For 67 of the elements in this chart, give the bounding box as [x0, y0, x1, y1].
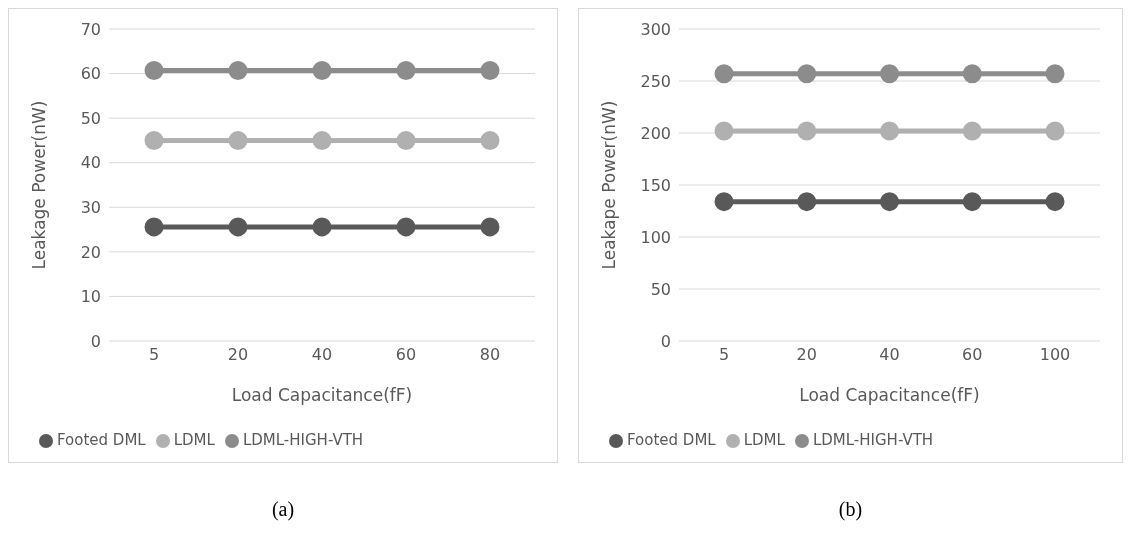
- point: [480, 60, 500, 80]
- legend-label: LDML: [173, 431, 215, 449]
- point: [714, 121, 734, 141]
- point: [144, 217, 164, 237]
- point: [1045, 64, 1065, 84]
- y-tick-label: 150: [640, 175, 671, 195]
- point: [880, 64, 899, 84]
- point: [714, 64, 734, 84]
- y-tick-label: 250: [640, 71, 671, 91]
- point: [312, 60, 332, 80]
- text: (a): [270, 498, 296, 521]
- y-tick-label: 200: [640, 123, 671, 143]
- point: [228, 130, 248, 150]
- x-tick-label: 20: [227, 345, 249, 365]
- point: [880, 121, 899, 141]
- y-tick-label: 50: [650, 279, 671, 299]
- x-tick-label: 80: [479, 345, 501, 365]
- y-tick-label: 20: [80, 242, 101, 262]
- y-tick-label: 0: [660, 331, 671, 351]
- x-tick-label: 20: [796, 345, 817, 365]
- y-tick-label: 100: [640, 227, 671, 247]
- point: [396, 217, 416, 237]
- y-axis-title: Leakape Power(nW): [599, 100, 620, 270]
- point: [396, 60, 416, 80]
- point: [962, 121, 982, 141]
- x-tick-label: 40: [311, 345, 333, 365]
- y-tick-label: 50: [80, 108, 101, 128]
- text: (b): [837, 498, 864, 521]
- point: [797, 192, 817, 212]
- point: [144, 130, 164, 150]
- y-axis-title: Leakage Power(nW): [29, 100, 50, 270]
- x-tick-label: 60: [395, 345, 417, 365]
- x-axis-title: Load Capacitance(fF): [231, 385, 413, 405]
- legend-label: Footed DML: [57, 431, 146, 449]
- y-tick-label: 30: [80, 197, 101, 217]
- legend-label: LDML: [743, 431, 785, 449]
- x-tick-label: 5: [148, 345, 160, 365]
- point: [396, 130, 416, 150]
- point: [144, 60, 164, 80]
- point: [312, 130, 332, 150]
- y-tick-label: 70: [80, 19, 101, 39]
- legend-label: LDML-HIGH-VTH: [242, 431, 364, 449]
- y-tick-label: 0: [90, 331, 101, 351]
- point: [797, 64, 817, 84]
- y-tick-label: 60: [80, 64, 101, 84]
- point: [480, 130, 500, 150]
- y-tick-label: 10: [80, 287, 101, 307]
- point: [962, 192, 982, 212]
- x-tick-label: 100: [1039, 345, 1071, 365]
- legend-label: LDML-HIGH-VTH: [812, 431, 934, 449]
- x-tick-label: 60: [962, 345, 983, 365]
- point: [1045, 192, 1065, 212]
- point: [962, 64, 982, 84]
- point: [228, 217, 248, 237]
- legend-label: Footed DML: [627, 431, 716, 449]
- point: [797, 121, 817, 141]
- y-tick-label: 300: [640, 19, 671, 39]
- point: [1045, 121, 1065, 141]
- point: [714, 192, 734, 212]
- point: [480, 217, 500, 237]
- point: [228, 60, 248, 80]
- point: [880, 192, 899, 212]
- point: [312, 217, 332, 237]
- x-axis-title: Load Capacitance(fF): [799, 385, 980, 405]
- x-tick-label: 40: [879, 345, 900, 365]
- x-tick-label: 5: [718, 345, 730, 365]
- y-tick-label: 40: [80, 153, 101, 173]
